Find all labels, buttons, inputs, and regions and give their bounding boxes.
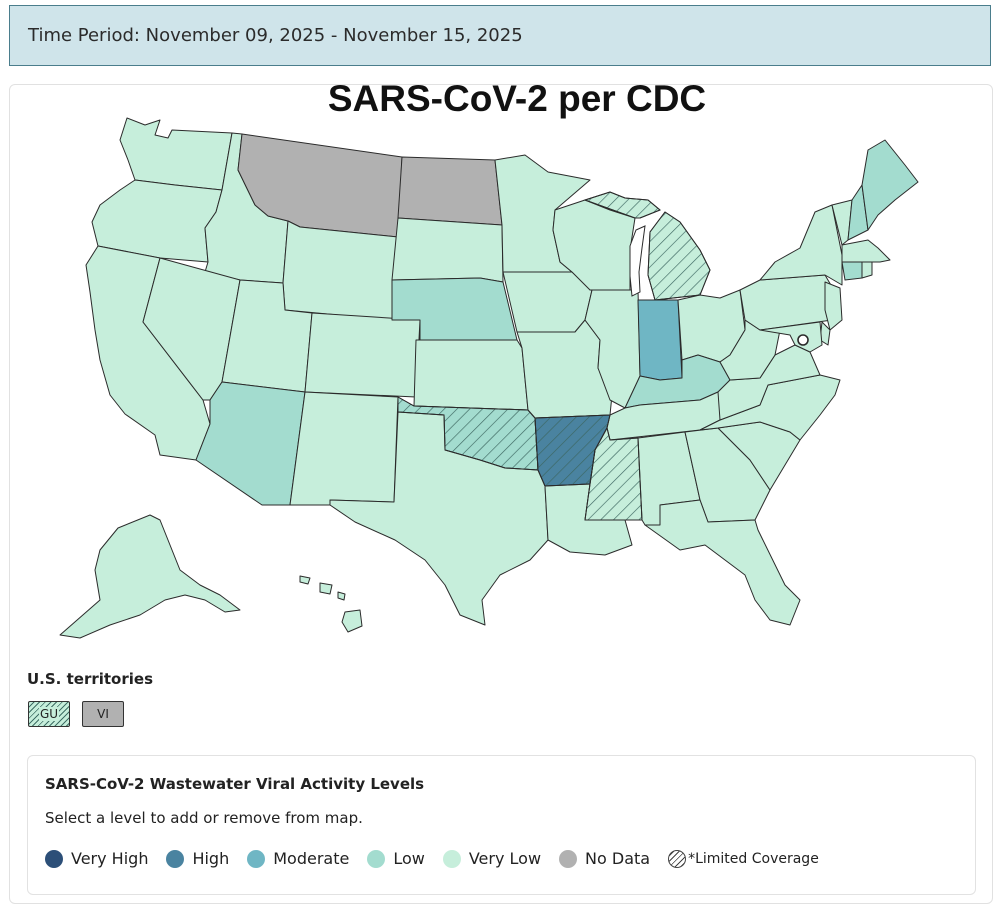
legend-label-very-high: Very High [71, 849, 149, 868]
state-north-dakota[interactable] [397, 156, 503, 226]
legend-dot-no-data [559, 849, 578, 868]
state-wyoming[interactable] [282, 220, 399, 321]
state-new-york[interactable] [759, 204, 843, 286]
legend-label-very-low: Very Low [468, 849, 542, 868]
state-hawaii[interactable] [299, 575, 363, 633]
legend-items: Very High High Moderate Low Very Low No … [45, 849, 819, 868]
legend-label-low: Low [393, 849, 425, 868]
legend-dot-high [166, 849, 185, 868]
time-period-banner: Time Period: November 09, 2025 - Novembe… [9, 5, 991, 66]
state-mississippi-limited-hatch [584, 426, 643, 521]
legend-panel: SARS-CoV-2 Wastewater Viral Activity Lev… [27, 755, 976, 895]
legend-title: SARS-CoV-2 Wastewater Viral Activity Lev… [45, 775, 425, 793]
legend-very-low[interactable]: Very Low [442, 849, 542, 868]
state-rhode-island[interactable] [861, 261, 873, 279]
territory-gu[interactable]: GU [28, 701, 70, 727]
territory-gu-label: GU [38, 707, 60, 721]
territories-label: U.S. territories [27, 670, 153, 688]
legend-low[interactable]: Low [367, 849, 425, 868]
state-michigan-limited-hatch [583, 191, 711, 301]
state-indiana[interactable] [637, 299, 683, 381]
state-alaska[interactable] [59, 514, 241, 639]
state-florida[interactable] [644, 499, 801, 626]
state-oklahoma-limited-hatch [397, 396, 539, 471]
legend-high[interactable]: High [166, 849, 229, 868]
legend-dot-low [367, 849, 386, 868]
state-iowa[interactable] [502, 271, 593, 333]
legend-limited-coverage[interactable]: *Limited Coverage [668, 849, 819, 868]
state-new-mexico[interactable] [289, 391, 399, 506]
legend-dot-moderate [247, 849, 266, 868]
dc-marker [797, 334, 809, 346]
legend-very-high[interactable]: Very High [45, 849, 148, 868]
state-maine[interactable] [861, 139, 919, 231]
state-oregon[interactable] [91, 179, 223, 263]
legend-subtitle: Select a level to add or remove from map… [45, 809, 363, 827]
territory-vi-label: VI [97, 707, 109, 721]
state-colorado[interactable] [304, 312, 421, 398]
legend-no-data[interactable]: No Data [559, 849, 650, 868]
territory-vi[interactable]: VI [82, 701, 124, 727]
legend-dot-very-low [442, 849, 461, 868]
state-new-jersey[interactable] [824, 281, 843, 331]
state-pennsylvania[interactable] [739, 274, 836, 331]
legend-label-moderate: Moderate [273, 849, 350, 868]
state-washington[interactable] [119, 117, 233, 191]
map-title: SARS-CoV-2 per CDC [327, 78, 707, 119]
legend-dot-very-high [45, 849, 63, 868]
state-arizona[interactable] [195, 381, 306, 506]
state-massachusetts[interactable] [841, 239, 891, 263]
state-connecticut[interactable] [841, 261, 863, 281]
lake-michigan [629, 225, 646, 297]
state-south-dakota[interactable] [391, 217, 504, 283]
legend-label-high: High [192, 849, 230, 868]
us-map [59, 117, 919, 639]
legend-label-limited: *Limited Coverage [688, 850, 819, 867]
legend-moderate[interactable]: Moderate [247, 849, 349, 868]
legend-label-no-data: No Data [585, 849, 651, 868]
state-kansas[interactable] [413, 339, 529, 411]
hatch-icon [668, 849, 687, 868]
